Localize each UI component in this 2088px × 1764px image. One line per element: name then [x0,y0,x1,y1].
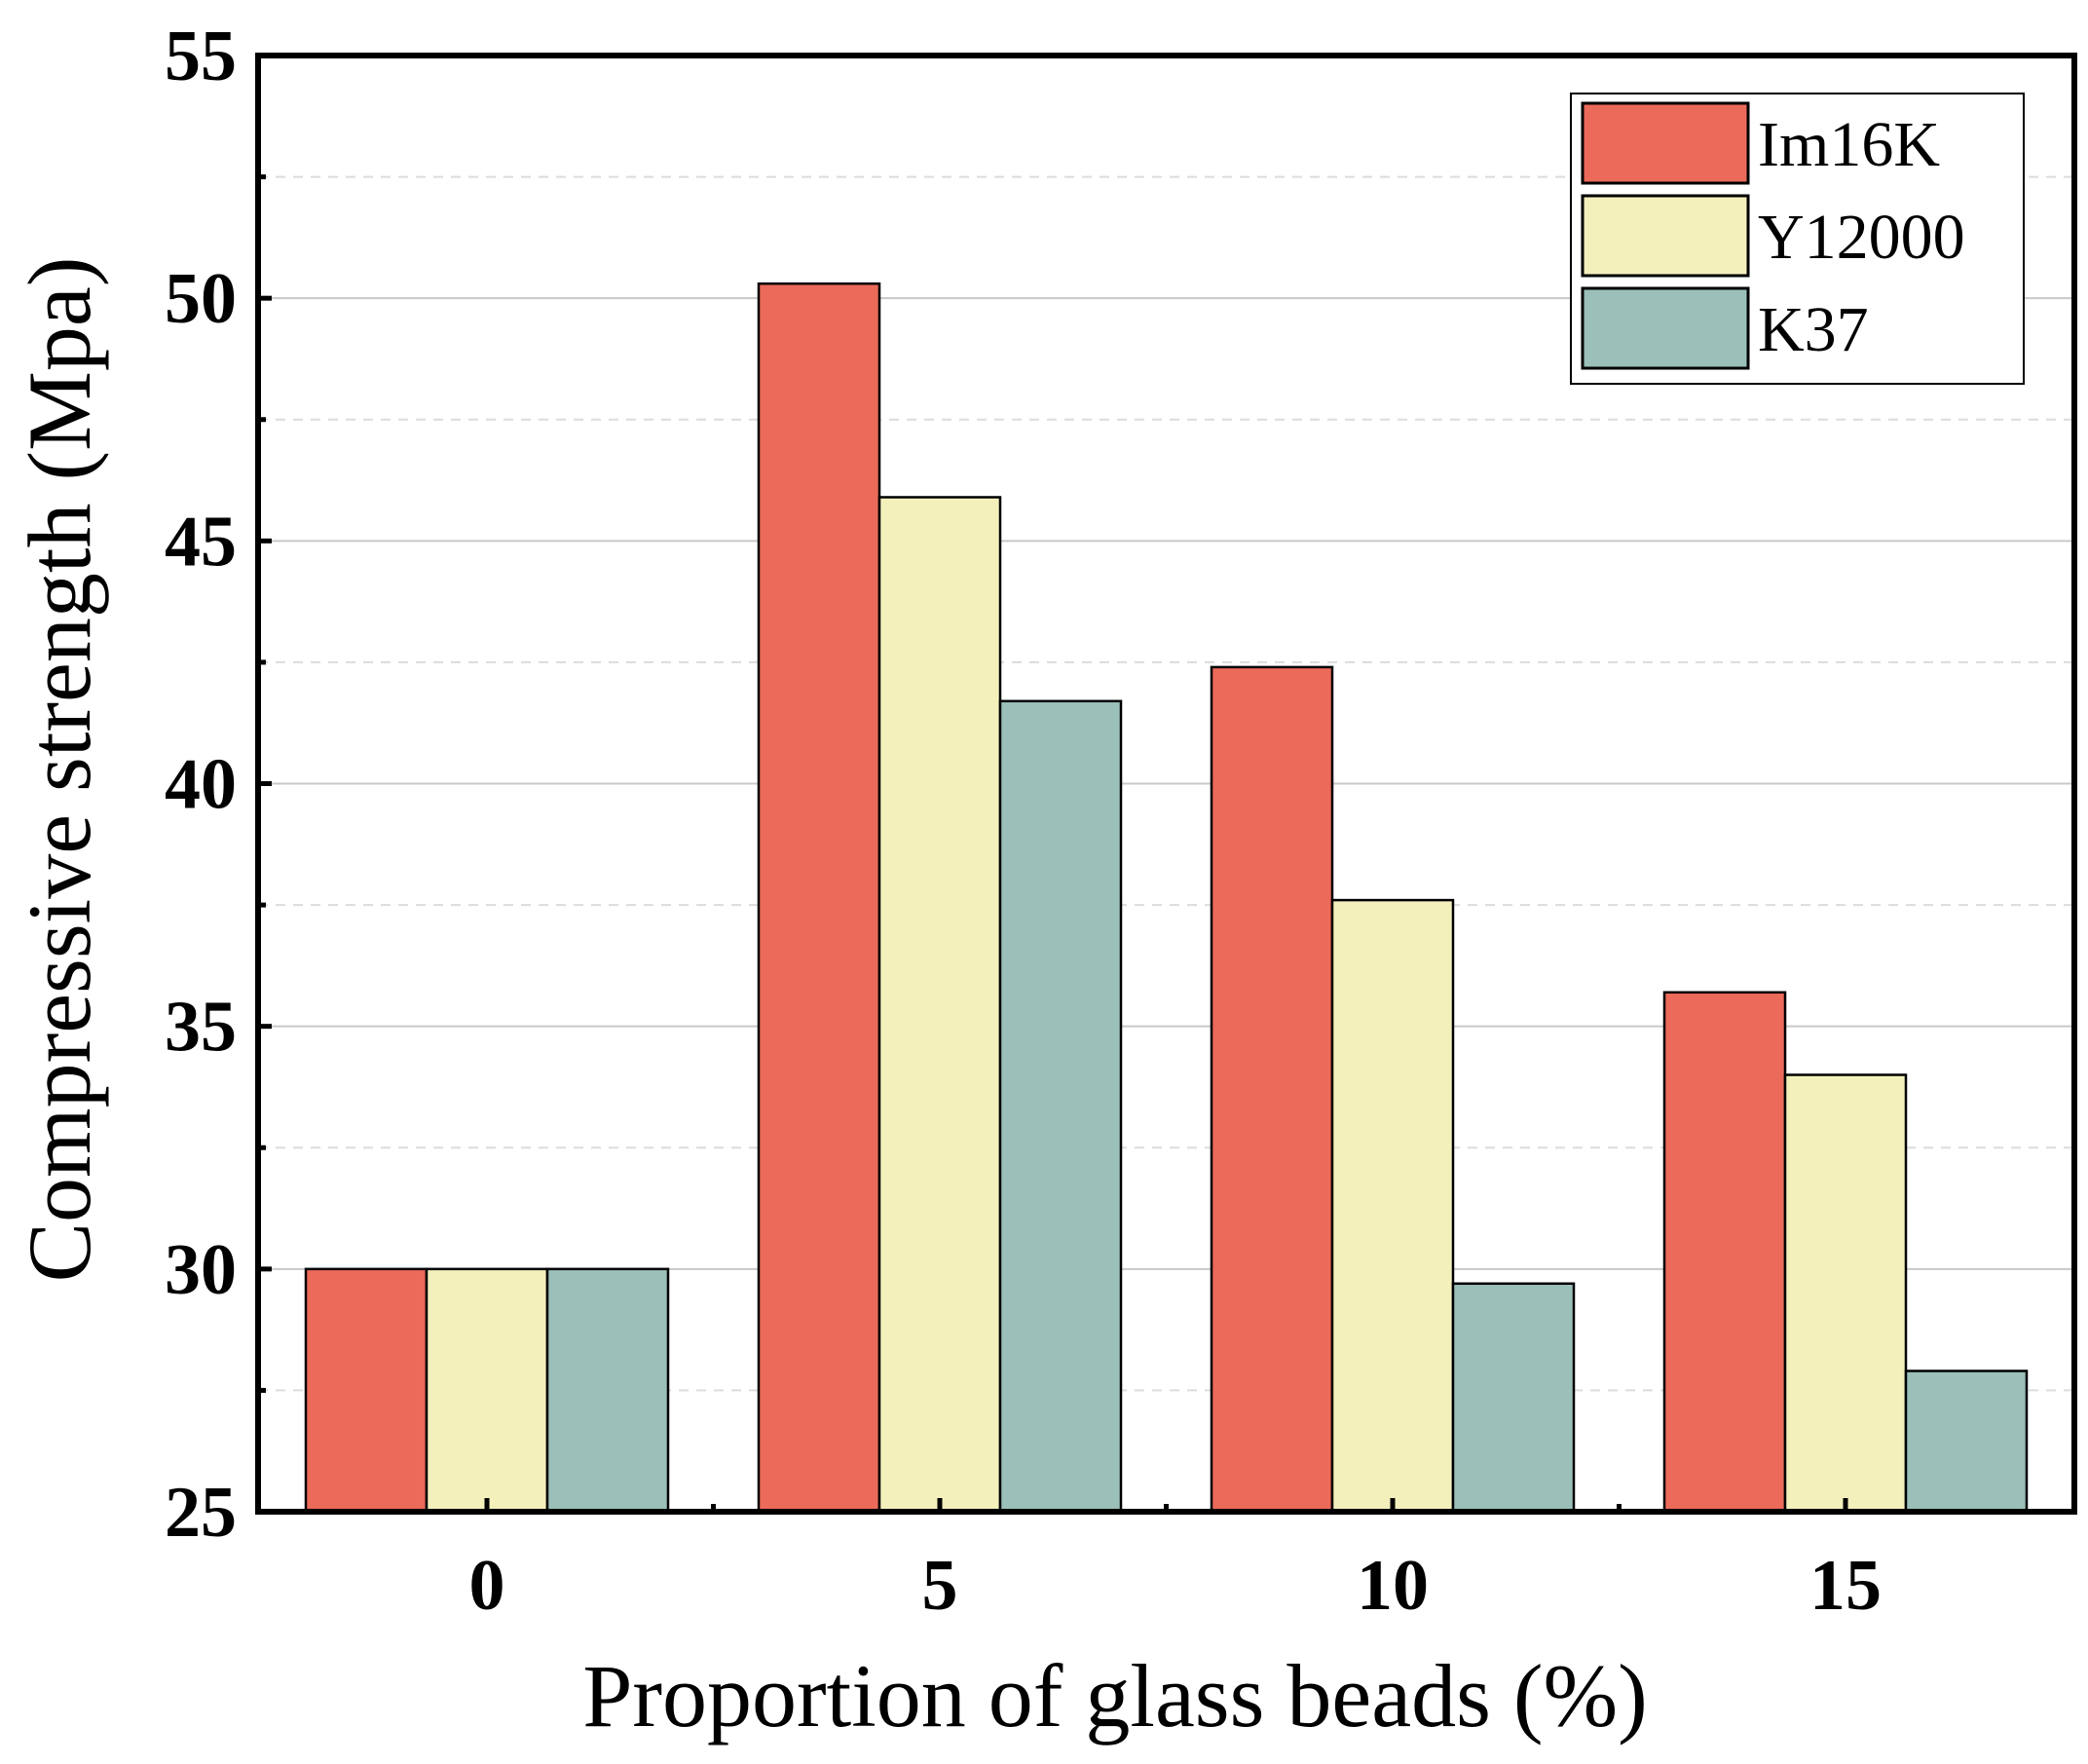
y-tick-label: 25 [165,1473,237,1553]
x-tick-label: 10 [1357,1546,1429,1626]
legend-label-y12000: Y12000 [1758,202,1965,273]
y-tick-label: 35 [165,988,237,1068]
y-tick-label: 45 [165,502,237,582]
legend-swatch-k37 [1581,286,1750,370]
bar-k37-15 [1904,1370,2029,1514]
y-tick-label: 55 [165,17,237,96]
bar-k37-5 [998,699,1123,1514]
bar-im16k-5 [757,281,881,1514]
bar-im16k-10 [1210,665,1334,1514]
y-tick-label: 40 [165,745,237,825]
bar-k37-10 [1451,1282,1576,1514]
ticks: 25 30 35 40 45 50 55 0 5 10 15 [165,17,1882,1626]
y-tick-label: 50 [165,259,237,339]
x-tick-label: 15 [1809,1546,1882,1626]
legend-label-k37: K37 [1758,294,1869,365]
x-tick-label: 5 [922,1546,958,1626]
bar-y12000-5 [877,496,1002,1514]
bar-im16k-15 [1662,991,1787,1514]
bars [304,281,2029,1514]
bar-y12000-10 [1330,898,1455,1514]
legend: Im16K Y12000 K37 [1570,93,2025,385]
legend-swatch-y12000 [1581,194,1750,278]
bar-im16k-0 [304,1267,429,1514]
legend-swatch-im16k [1581,101,1750,185]
bar-y12000-15 [1783,1073,1908,1514]
bar-k37-0 [545,1267,670,1514]
x-tick-label: 0 [469,1546,505,1626]
y-tick-label: 30 [165,1230,237,1310]
x-axis-title: Proportion of glass beads (%) [582,1646,1648,1745]
bar-y12000-0 [425,1267,549,1514]
legend-label-im16k: Im16K [1758,109,1940,180]
y-axis-title: Compressive strength (Mpa) [10,257,109,1283]
